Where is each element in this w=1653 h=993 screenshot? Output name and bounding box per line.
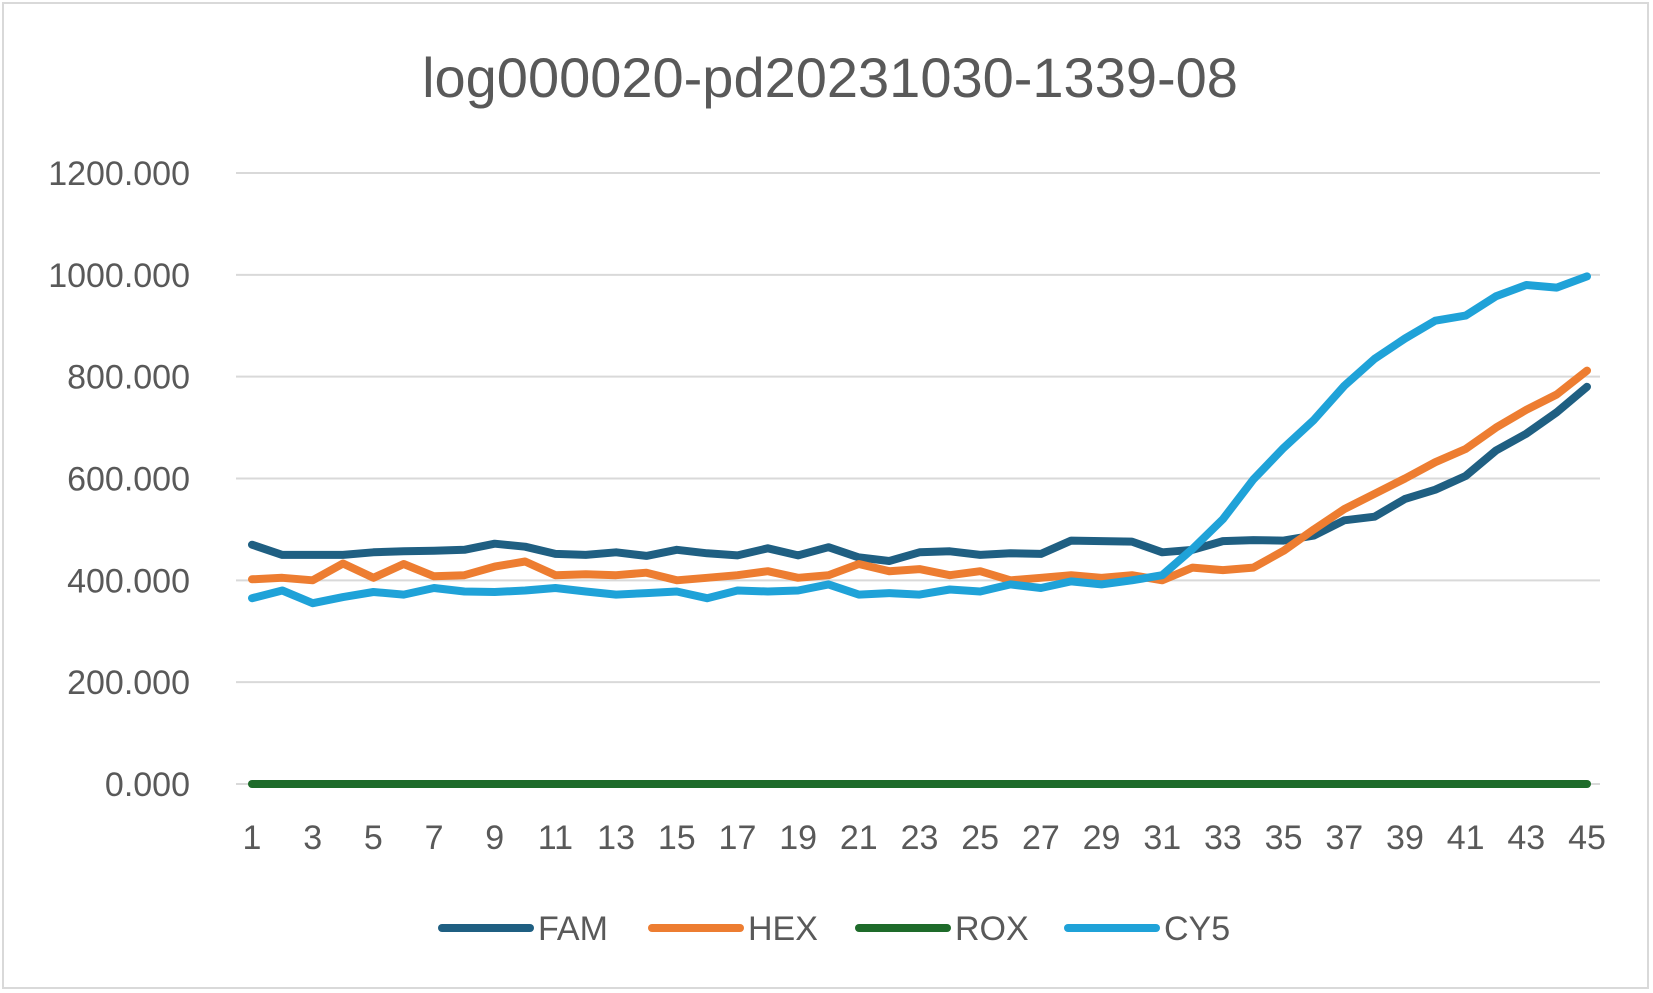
legend-label-rox: ROX [955, 910, 1029, 948]
x-tick-label: 25 [961, 819, 999, 857]
x-tick-label: 15 [658, 819, 696, 857]
x-tick-label: 7 [425, 819, 444, 857]
x-tick-label: 41 [1447, 819, 1485, 857]
x-tick-label: 29 [1083, 819, 1121, 857]
x-tick-label: 37 [1325, 819, 1363, 857]
series-line-fam [248, 382, 1591, 565]
legend-label-cy5: CY5 [1164, 910, 1230, 948]
x-tick-label: 35 [1265, 819, 1303, 857]
x-tick-label: 11 [538, 819, 573, 857]
y-tick-label: 600.000 [67, 461, 190, 499]
x-tick-label: 33 [1204, 819, 1242, 857]
y-tick-label: 0.000 [105, 766, 190, 804]
series-lines [248, 272, 1591, 788]
x-tick-label: 1 [243, 819, 262, 857]
chart-canvas: log000020-pd20231030-1339-08 0.000 200.00… [48, 46, 1606, 948]
x-tick-label: 3 [303, 819, 322, 857]
y-axis-tick-labels: 0.000 200.000 400.000 600.000 800.000 1000.00… [48, 155, 190, 804]
x-axis-tick-labels: 1 3 5 7 9 11 13 15 17 19 21 23 25 27 29 31 33 35 37 39 41 43 4… [243, 819, 1606, 857]
x-tick-label: 27 [1022, 819, 1060, 857]
y-tick-label: 400.000 [67, 562, 190, 600]
y-tick-label: 1000.000 [48, 257, 190, 295]
legend-label-fam: FAM [538, 910, 608, 948]
x-tick-label: 31 [1143, 819, 1181, 857]
x-tick-label: 45 [1568, 819, 1606, 857]
chart-title: log000020-pd20231030-1339-08 [422, 46, 1238, 109]
y-tick-label: 200.000 [67, 664, 190, 702]
x-tick-label: 43 [1507, 819, 1545, 857]
x-tick-label: 23 [901, 819, 939, 857]
gridlines [236, 172, 1600, 785]
x-tick-label: 5 [364, 819, 383, 857]
x-tick-label: 17 [719, 819, 757, 857]
x-tick-label: 19 [779, 819, 817, 857]
x-tick-label: 9 [485, 819, 504, 857]
legend: FAM HEX ROX CY5 [438, 910, 1230, 948]
series-line-hex [248, 366, 1591, 585]
legend-label-hex: HEX [748, 910, 818, 948]
series-line-cy5 [248, 272, 1591, 608]
x-tick-label: 21 [840, 819, 878, 857]
y-tick-label: 800.000 [67, 359, 190, 397]
x-tick-label: 13 [597, 819, 635, 857]
y-tick-label: 1200.000 [48, 155, 190, 193]
x-tick-label: 39 [1386, 819, 1424, 857]
